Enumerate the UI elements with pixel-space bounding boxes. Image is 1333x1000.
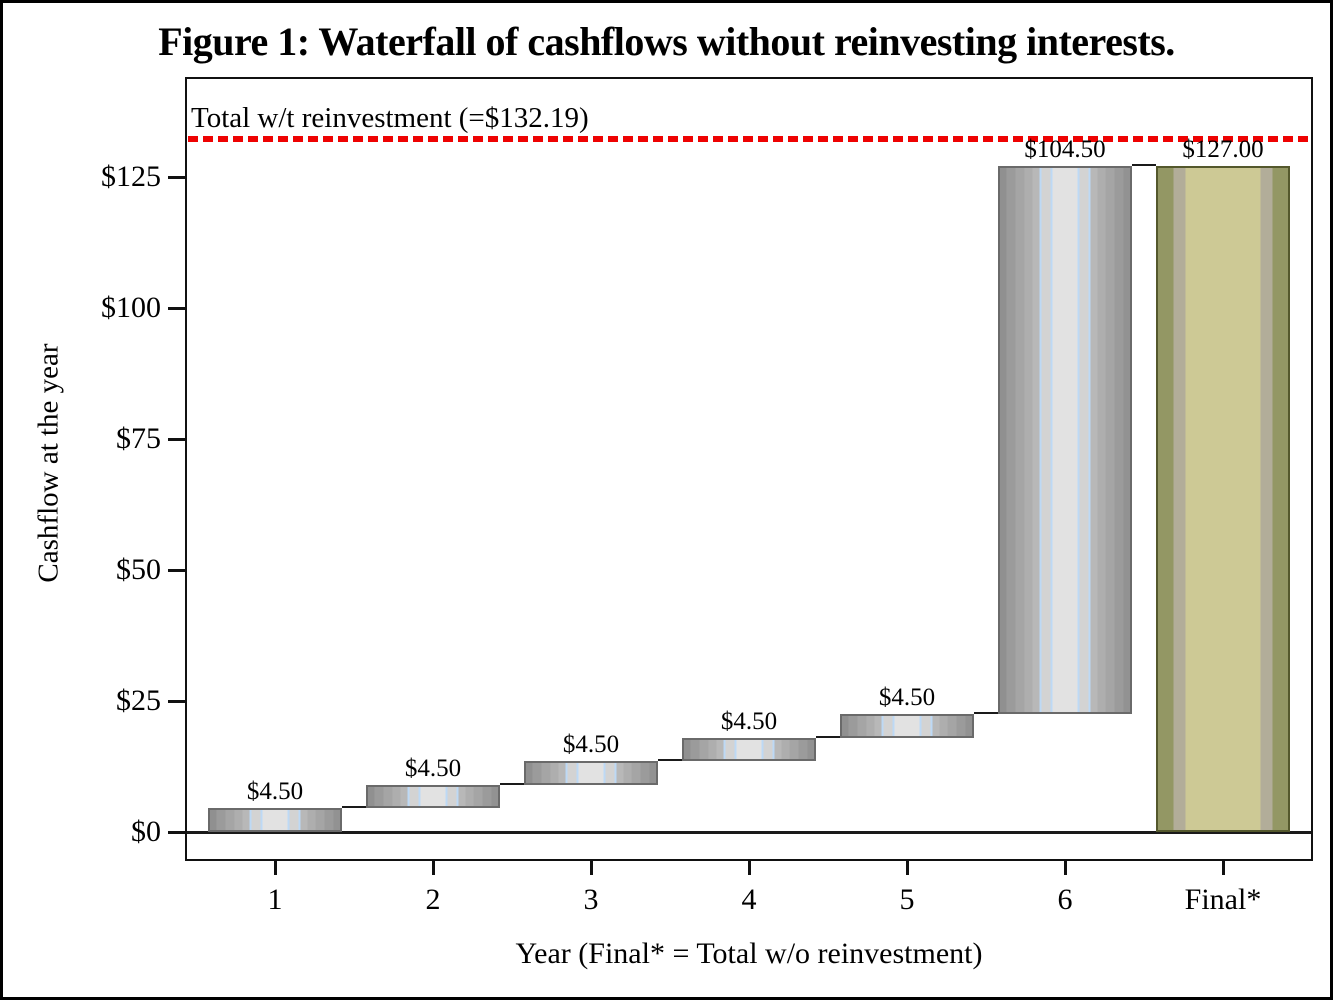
x-tick bbox=[748, 860, 751, 875]
y-tick bbox=[168, 307, 185, 310]
y-tick bbox=[168, 700, 185, 703]
zero-baseline bbox=[187, 831, 1311, 834]
waterfall-bar-3 bbox=[524, 761, 658, 785]
y-tick bbox=[168, 176, 185, 179]
x-tick-label: Final* bbox=[1184, 883, 1262, 916]
y-tick-label: $50 bbox=[116, 553, 161, 586]
step-connector bbox=[342, 806, 366, 809]
waterfall-bar-Final* bbox=[1156, 166, 1290, 832]
x-tick bbox=[1064, 860, 1067, 875]
bar-value-label: $4.50 bbox=[878, 684, 936, 711]
bar-value-label: $4.50 bbox=[720, 707, 778, 735]
x-tick-label: 1 bbox=[267, 883, 283, 916]
step-connector bbox=[816, 735, 840, 738]
y-tick bbox=[168, 569, 185, 572]
x-tick-label: 4 bbox=[741, 883, 757, 916]
waterfall-bar-1 bbox=[208, 808, 342, 832]
bar-value-label: $127.00 bbox=[1182, 136, 1264, 164]
x-tick-label: 2 bbox=[425, 883, 441, 916]
step-connector bbox=[500, 782, 524, 785]
waterfall-bar-4 bbox=[682, 737, 816, 762]
bar-value-label: $4.50 bbox=[246, 778, 304, 806]
bar-value-label: $4.50 bbox=[404, 754, 462, 782]
step-connector bbox=[658, 759, 682, 762]
reference-line bbox=[188, 136, 1310, 142]
x-tick bbox=[274, 860, 277, 875]
reference-line-label: Total w/t reinvestment (=$132.19) bbox=[191, 102, 589, 134]
waterfall-bar-2 bbox=[366, 784, 500, 809]
x-tick bbox=[906, 860, 909, 875]
waterfall-bar-6 bbox=[998, 166, 1132, 714]
plot-area: Total w/t reinvestment (=$132.19) $4.50 $… bbox=[185, 77, 1313, 861]
x-tick bbox=[432, 860, 435, 875]
bar-value-label: $4.50 bbox=[562, 731, 620, 759]
y-tick-label: $75 bbox=[116, 422, 161, 455]
y-axis-title: Cashflow at the year bbox=[32, 343, 65, 583]
waterfall-bar-5 bbox=[840, 714, 974, 738]
step-connector bbox=[1132, 164, 1156, 167]
y-tick-label: $125 bbox=[101, 160, 161, 193]
bar-value-label: $104.50 bbox=[1024, 136, 1106, 164]
y-tick-label: $25 bbox=[116, 684, 161, 717]
y-tick bbox=[168, 438, 185, 441]
y-tick-label: $100 bbox=[101, 291, 161, 324]
y-tick-label: $0 bbox=[131, 815, 161, 848]
chart-title: Figure 1: Waterfall of cashflows without… bbox=[158, 19, 1175, 64]
x-tick bbox=[1222, 860, 1225, 875]
x-axis-title: Year (Final* = Total w/o reinvestment) bbox=[515, 937, 983, 970]
y-tick bbox=[168, 831, 185, 834]
x-tick-label: 3 bbox=[583, 883, 599, 916]
x-tick-label: 6 bbox=[1057, 883, 1073, 916]
step-connector bbox=[974, 712, 998, 714]
x-tick bbox=[590, 860, 593, 875]
x-tick-label: 5 bbox=[899, 883, 915, 916]
